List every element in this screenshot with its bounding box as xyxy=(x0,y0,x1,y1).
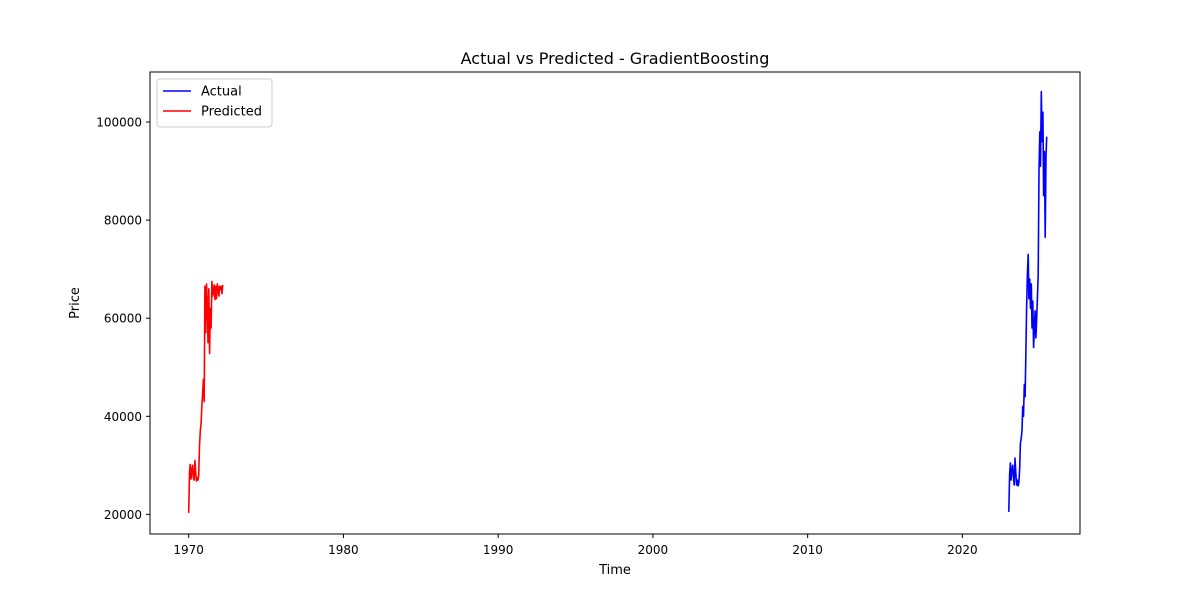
y-tick-label: 80000 xyxy=(104,214,142,228)
y-tick-label: 100000 xyxy=(96,116,142,130)
series-line-actual xyxy=(1008,90,1048,512)
y-tick-label: 40000 xyxy=(104,410,142,424)
x-tick-label: 1990 xyxy=(483,543,514,557)
legend: Actual Predicted xyxy=(156,78,273,128)
series-line-predicted xyxy=(187,280,224,513)
x-tick-label: 2010 xyxy=(792,543,823,557)
x-tick-label: 1970 xyxy=(173,543,204,557)
y-axis-label: Price xyxy=(68,287,83,319)
x-tick-label: 1980 xyxy=(328,543,359,557)
chart-title: Actual vs Predicted - GradientBoosting xyxy=(461,49,770,68)
plot-area xyxy=(187,90,1048,513)
x-axis-label: Time xyxy=(598,563,631,578)
x-tick-label: 2020 xyxy=(947,543,978,557)
legend-label: Actual xyxy=(201,85,242,100)
y-axis: 20000 40000 60000 80000 100000 xyxy=(96,116,150,522)
legend-label: Predicted xyxy=(201,105,262,120)
plot-frame xyxy=(149,71,1081,535)
x-tick-label: 2000 xyxy=(638,543,669,557)
y-tick-label: 20000 xyxy=(104,508,142,522)
x-axis: 1970 1980 1990 2000 2010 2020 xyxy=(173,534,978,557)
y-tick-label: 60000 xyxy=(104,312,142,326)
